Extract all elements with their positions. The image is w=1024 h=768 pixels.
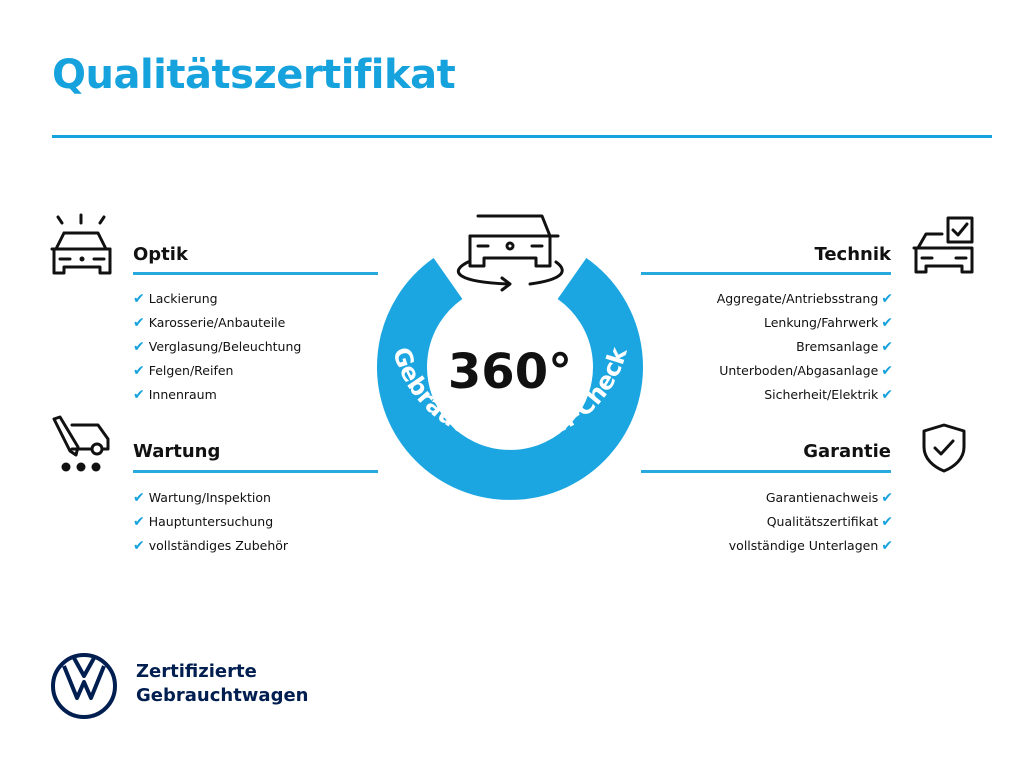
garantie-list: Garantienachweis ✔ Qualitätszertifikat ✔ v…: [641, 486, 893, 558]
list-item: Unterboden/Abgasanlage ✔: [719, 363, 893, 379]
list-item: ✔ Innenraum: [133, 387, 217, 403]
logo-text: Zertifizierte Gebrauchtwagen: [136, 660, 308, 708]
optik-heading: Optik: [133, 244, 188, 265]
list-item: ✔ vollständiges Zubehör: [133, 538, 289, 554]
optik-divider: [133, 272, 378, 275]
service-van-icon: [52, 415, 110, 472]
car-rotate-icon: [456, 214, 564, 292]
wartung-divider: [133, 470, 378, 473]
wartung-heading: Wartung: [133, 441, 221, 462]
list-item: Qualitätszertifikat ✔: [766, 514, 893, 530]
logo-line-2: Gebrauchtwagen: [136, 685, 309, 706]
wartung-list: ✔ Wartung/Inspektion ✔ Hauptuntersuchung ✔…: [133, 486, 288, 558]
garantie-divider: [641, 470, 891, 473]
check-icon: ✔: [133, 538, 145, 554]
check-icon: ✔: [881, 387, 893, 403]
list-item: Sicherheit/Elektrik ✔: [764, 387, 893, 403]
check-icon: ✔: [881, 363, 893, 379]
car-checklist-icon: [912, 216, 974, 274]
list-item: ✔ Wartung/Inspektion: [133, 490, 271, 506]
list-item: Aggregate/Antriebsstrang ✔: [716, 291, 893, 307]
title-divider: [52, 135, 992, 138]
check-icon: ✔: [881, 291, 893, 307]
check-icon: ✔: [881, 538, 893, 554]
list-item: ✔ Hauptuntersuchung: [133, 514, 274, 530]
page-title: Qualitätszertifikat: [52, 52, 456, 98]
check-icon: ✔: [133, 514, 145, 530]
vw-logo-icon: [51, 653, 117, 719]
optik-list: ✔ Lackierung ✔ Karosserie/Anbauteile ✔ Verg…: [133, 287, 301, 407]
list-item: ✔ Felgen/Reifen: [133, 363, 234, 379]
technik-list: Aggregate/Antriebsstrang ✔ Lenkung/Fahrwe…: [641, 287, 893, 407]
list-item: Bremsanlage ✔: [796, 339, 893, 355]
check-icon: ✔: [133, 291, 145, 307]
technik-divider: [641, 272, 891, 275]
list-item: Garantienachweis ✔: [765, 490, 893, 506]
list-item: ✔ Lackierung: [133, 291, 218, 307]
check-icon: ✔: [133, 315, 145, 331]
check-icon: ✔: [133, 339, 145, 355]
shield-check-icon: [922, 423, 966, 473]
technik-heading: Technik: [814, 244, 891, 265]
check-icon: ✔: [881, 339, 893, 355]
check-ring: [377, 258, 643, 500]
check-icon: ✔: [133, 363, 145, 379]
gebrauchtwagen-check-badge: Gebrauchtwagen-Check 360°: [377, 214, 643, 500]
list-item: ✔ Karosserie/Anbauteile: [133, 315, 286, 331]
list-item: vollständige Unterlagen ✔: [728, 538, 893, 554]
garantie-heading: Garantie: [803, 441, 891, 462]
check-icon: ✔: [881, 514, 893, 530]
check-icon: ✔: [881, 490, 893, 506]
check-icon: ✔: [881, 315, 893, 331]
list-item: Lenkung/Fahrwerk ✔: [764, 315, 893, 331]
car-lights-icon: [50, 213, 112, 275]
check-icon: ✔: [133, 387, 145, 403]
logo-line-1: Zertifizierte: [136, 661, 257, 682]
list-item: ✔ Verglasung/Beleuchtung: [133, 339, 302, 355]
check-icon: ✔: [133, 490, 145, 506]
degrees-text: 360°: [448, 344, 572, 400]
